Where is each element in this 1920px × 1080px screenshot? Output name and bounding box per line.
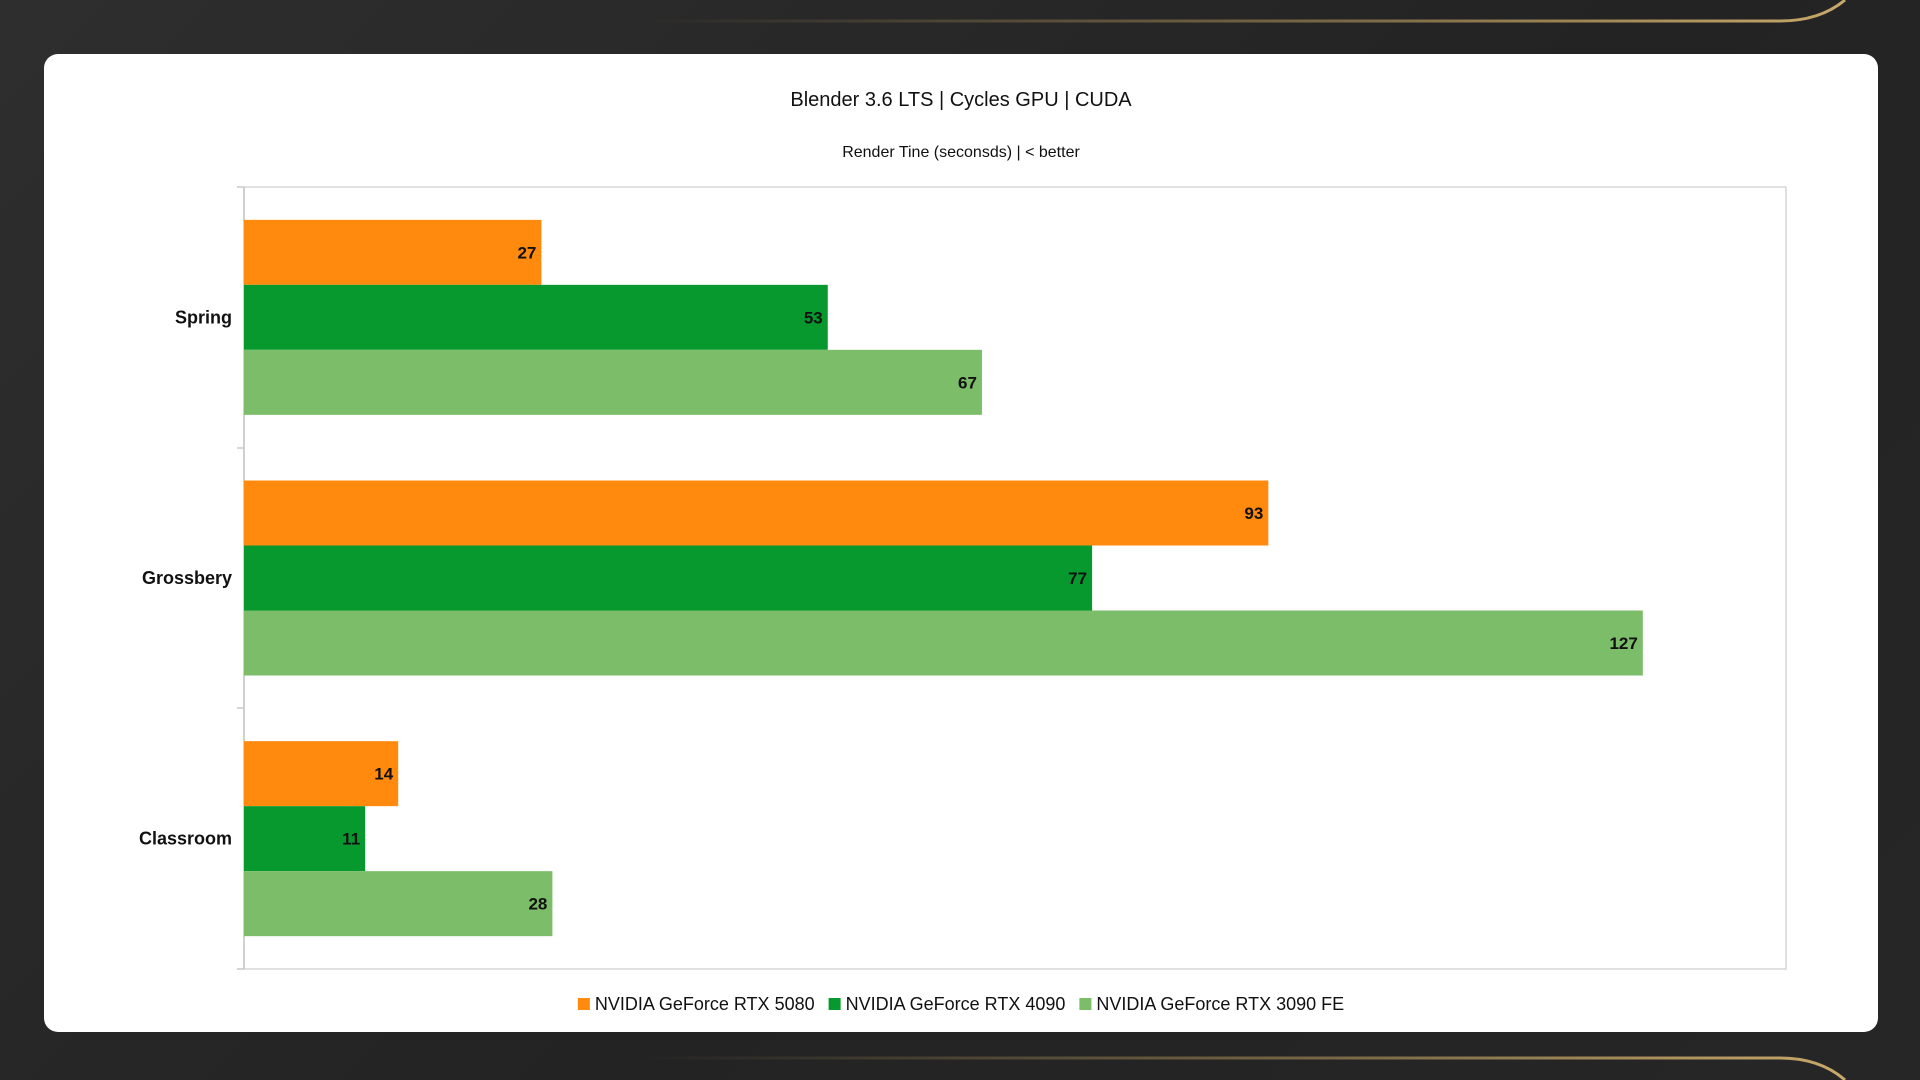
category-labels: Spring Grossbery Classroom	[139, 307, 232, 848]
data-label: 14	[374, 765, 393, 784]
bar	[244, 284, 828, 350]
category-label: Spring	[175, 307, 232, 327]
bar	[244, 349, 982, 415]
data-label: 77	[1068, 569, 1087, 588]
top-gold-line	[640, 0, 1846, 23]
bars-group: 27 53 67 93 77 127 14 11 28	[244, 219, 1643, 937]
legend-swatch	[828, 998, 841, 1010]
bar	[244, 806, 366, 872]
data-label: 11	[342, 830, 360, 849]
legend-label: NVIDIA GeForce RTX 3090 FE	[1096, 994, 1344, 1014]
bar	[244, 545, 1093, 611]
bottom-gold-line	[640, 1056, 1846, 1080]
legend: NVIDIA GeForce RTX 5080 NVIDIA GeForce RT…	[577, 994, 1344, 1014]
bar	[244, 480, 1269, 546]
chart-title: Blender 3.6 LTS | Cycles GPU | CUDA	[790, 89, 1132, 111]
data-label: 28	[528, 895, 547, 914]
data-label: 27	[517, 243, 536, 262]
bar	[244, 741, 399, 807]
data-label: 127	[1609, 634, 1637, 653]
legend-label: NVIDIA GeForce RTX 4090	[846, 994, 1066, 1014]
legend-swatch	[577, 998, 590, 1010]
chart-card: Blender 3.6 LTS | Cycles GPU | CUDA Rend…	[44, 54, 1878, 1032]
chart-subtitle: Render Tine (seconsds) | < better	[842, 144, 1080, 161]
category-label: Classroom	[139, 829, 232, 849]
bar	[244, 871, 553, 937]
category-label: Grossbery	[142, 568, 232, 588]
bar-chart: Blender 3.6 LTS | Cycles GPU | CUDA Rend…	[139, 89, 1787, 1014]
legend-label: NVIDIA GeForce RTX 5080	[595, 994, 815, 1014]
bar	[244, 610, 1643, 676]
bar	[244, 219, 542, 285]
legend-swatch	[1079, 998, 1092, 1010]
data-label: 53	[804, 308, 823, 327]
data-label: 93	[1244, 504, 1263, 523]
data-label: 67	[958, 373, 977, 392]
